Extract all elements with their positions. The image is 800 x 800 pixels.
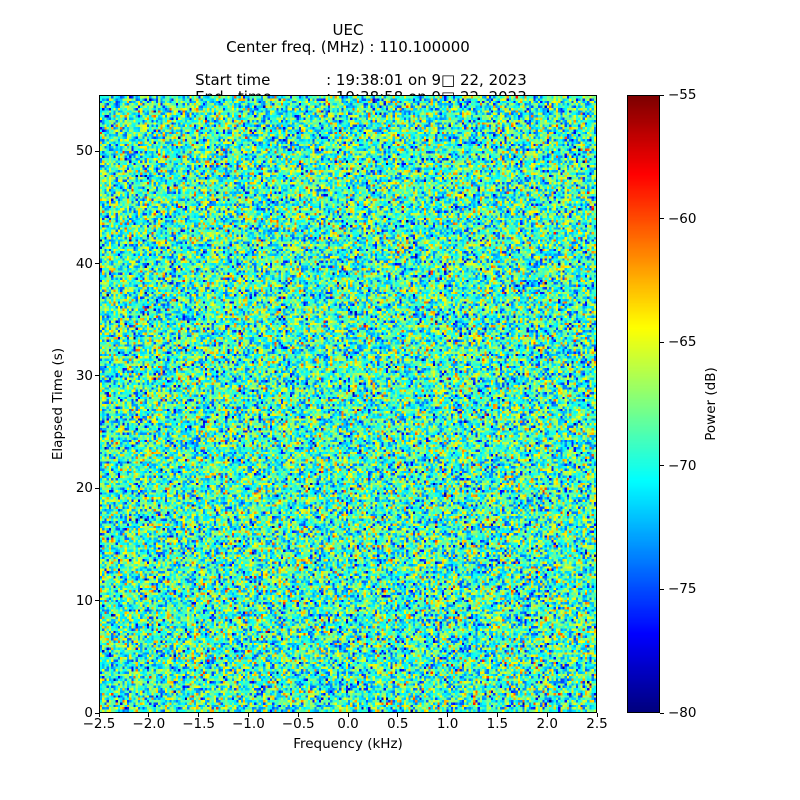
start-time-line: Start time : 19:38:01 on 9□ 22, 2023 bbox=[176, 55, 527, 106]
y-tick-mark bbox=[95, 600, 99, 602]
colorbar-tick-mark bbox=[660, 588, 664, 590]
y-tick-mark bbox=[95, 712, 99, 714]
x-tick-mark bbox=[397, 713, 399, 717]
y-tick-mark bbox=[95, 150, 99, 152]
x-tick-mark bbox=[496, 713, 498, 717]
x-tick-mark bbox=[447, 713, 449, 717]
x-tick-label: 2.0 bbox=[536, 716, 558, 732]
y-tick-label: 0 bbox=[84, 705, 93, 721]
x-tick-mark bbox=[546, 713, 548, 717]
x-tick-label: 2.5 bbox=[586, 716, 608, 732]
x-tick-label: −2.5 bbox=[82, 716, 116, 732]
x-tick-label: −0.5 bbox=[281, 716, 315, 732]
x-axis-label: Frequency (kHz) bbox=[293, 736, 403, 752]
plot-title: UEC bbox=[332, 21, 364, 39]
colorbar-tick-mark bbox=[660, 341, 664, 343]
colorbar-tick-label: −70 bbox=[668, 457, 697, 474]
colorbar-tick-label: −80 bbox=[668, 705, 697, 721]
colorbar-tick-mark bbox=[660, 712, 664, 714]
start-time-value: : 19:38:01 on 9□ 22, 2023 bbox=[326, 71, 527, 89]
y-tick-label: 20 bbox=[75, 480, 93, 497]
x-tick-label: −1.5 bbox=[182, 716, 215, 732]
y-tick-label: 50 bbox=[75, 143, 93, 160]
x-tick-label: 0.5 bbox=[387, 716, 409, 732]
x-tick-mark bbox=[347, 713, 349, 717]
x-tick-label: 1.5 bbox=[486, 716, 509, 732]
spectrogram-canvas bbox=[100, 96, 596, 712]
colorbar bbox=[627, 95, 660, 713]
colorbar-tick-label: −60 bbox=[668, 210, 697, 227]
x-tick-mark bbox=[198, 713, 200, 717]
y-axis-label: Elapsed Time (s) bbox=[50, 347, 66, 461]
center-frequency-line: Center freq. (MHz) : 110.100000 bbox=[226, 38, 470, 56]
colorbar-label: Power (dB) bbox=[703, 367, 719, 441]
y-tick-mark bbox=[95, 487, 99, 489]
colorbar-tick-label: −65 bbox=[668, 334, 697, 351]
x-tick-mark bbox=[148, 713, 150, 717]
colorbar-tick-label: −55 bbox=[668, 87, 697, 103]
colorbar-tick-mark bbox=[660, 218, 664, 220]
y-tick-label: 40 bbox=[75, 255, 93, 272]
x-tick-mark bbox=[98, 713, 100, 717]
colorbar-tick-mark bbox=[660, 94, 664, 96]
colorbar-gradient-canvas bbox=[628, 96, 659, 712]
x-tick-mark bbox=[596, 713, 598, 717]
x-tick-label: 1.0 bbox=[436, 716, 459, 732]
x-tick-mark bbox=[297, 713, 299, 717]
colorbar-tick-mark bbox=[660, 465, 664, 467]
start-time-label: Start time bbox=[195, 71, 271, 89]
x-tick-label: 0.0 bbox=[337, 716, 359, 732]
y-tick-mark bbox=[95, 375, 99, 377]
plot-area bbox=[99, 95, 597, 713]
y-tick-label: 10 bbox=[75, 592, 93, 609]
x-tick-label: −2.0 bbox=[132, 716, 166, 732]
y-tick-label: 30 bbox=[75, 367, 93, 384]
x-tick-label: −1.0 bbox=[232, 716, 265, 732]
y-tick-mark bbox=[95, 263, 99, 265]
colorbar-tick-label: −75 bbox=[668, 581, 697, 598]
x-tick-mark bbox=[247, 713, 249, 717]
